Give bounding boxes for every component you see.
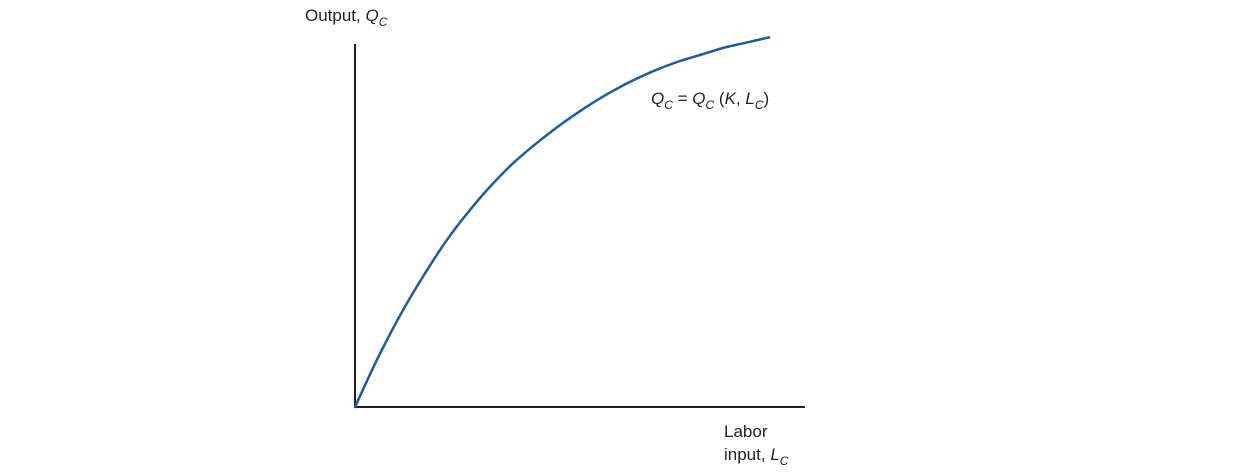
curve-label-open-paren: ( xyxy=(714,89,725,108)
curve-label-sub3: C xyxy=(754,98,764,112)
series-layer xyxy=(353,36,771,409)
y-axis-label-symbol: Q xyxy=(365,6,379,25)
curve-label-sub1: C xyxy=(664,98,673,112)
curve-label-equals: = xyxy=(672,89,693,108)
curve-label-k: K xyxy=(724,89,736,108)
production-function-curve xyxy=(353,36,771,409)
x-axis-label-subscript: C xyxy=(779,454,789,468)
curve-label-q2: Q xyxy=(692,89,706,108)
y-axis-label-subscript: C xyxy=(378,15,388,29)
curve-label-comma: , xyxy=(735,89,746,108)
x-axis-label: Labor input, LC xyxy=(724,420,788,473)
curve-label-q1: Q xyxy=(651,89,665,108)
x-axis-label-prefix: input, xyxy=(724,445,771,464)
y-axis-label: Output, QC xyxy=(305,7,387,28)
curve-label-close-paren: ) xyxy=(763,89,770,108)
curve-label: QC = QC (K, LC) xyxy=(651,90,769,111)
curve-label-sub2: C xyxy=(705,98,715,112)
x-axis-label-line1: Labor xyxy=(724,422,768,441)
curve-label-l: L xyxy=(745,89,755,108)
y-axis-label-prefix: Output, xyxy=(305,6,366,25)
x-axis-label-symbol: L xyxy=(770,445,780,464)
x-axis-label-line2: input, LC xyxy=(724,443,788,473)
